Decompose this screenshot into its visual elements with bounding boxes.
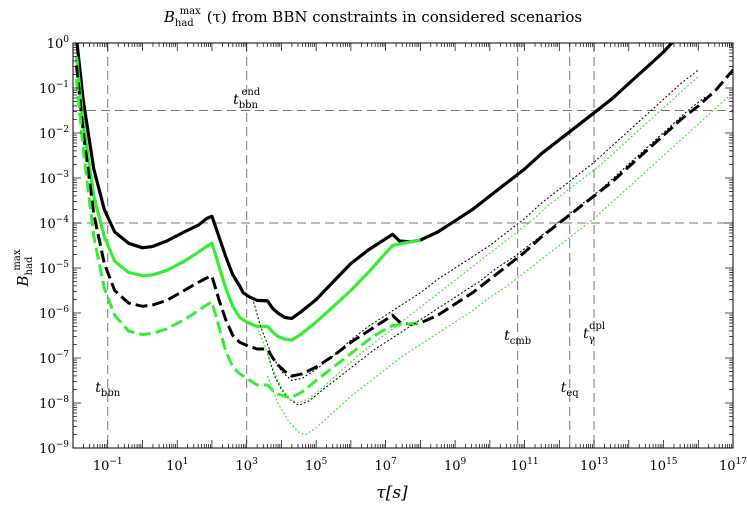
y-tick-label: 10−8 [39,395,69,412]
chart-title: Bhadmax (τ) from BBN constraints in consi… [163,6,582,29]
svg-text:Bhadmax(τ) from BBN constraint: Bhadmax (τ) from BBN constraints in consi… [163,6,582,29]
series-green-dashed-3 [75,78,421,400]
y-tick-label: 10−3 [39,170,69,187]
ylabel-sub: had [24,256,35,275]
time-label-3: teq [561,380,580,399]
axes: 10−1 101 103 105 107 109 1011 1013 1015 1017 100 10… [39,35,747,474]
x-tick-label: 1013 [580,457,608,474]
x-tick-label: 109 [444,457,467,474]
y-tick-label: 100 [47,35,70,52]
y-tick-label: 10−4 [39,215,69,232]
time-label-0: tbbn [95,380,120,399]
time-label-2: tcmb [504,328,531,347]
title-main: B [163,8,175,26]
plot-frame [72,42,734,449]
x-tick-label: 107 [374,457,397,474]
y-tick-label: 10−1 [39,80,69,97]
series-green-dotted-7 [266,92,733,436]
y-tick-label: 10−2 [39,125,69,142]
title-sup: max [180,6,201,17]
x-tick-label: 1011 [511,457,539,474]
reference-lines [73,43,733,448]
time-label-1: tbbnend [233,87,261,111]
y-tick-label: 10−9 [39,440,69,457]
y-tick-label: 10−7 [39,350,69,367]
ylabel-main: B [14,275,32,287]
series-black-solid-0 [75,43,675,320]
x-tick-label: 1015 [650,457,678,474]
series-green-solid-1 [74,56,421,342]
x-tick-label: 101 [166,457,188,474]
series-black-dotted-5 [267,96,706,406]
series-black-dotted-4 [253,69,699,381]
y-tick-label: 10−6 [39,305,69,322]
x-tick-label: 10−1 [93,457,123,474]
svg-text:Bhadmax: Bhadmax [12,249,35,287]
series-layer [74,43,733,436]
series-green-dotted-6 [256,76,699,404]
ylabel-sup: max [12,249,23,270]
y-axis-label: Bhadmax [12,249,35,287]
x-tick-label: 1017 [719,457,747,474]
x-tick-label: 105 [305,457,328,474]
y-tick-label: 10−5 [39,260,69,277]
time-label-4: tγdpl [583,321,605,345]
x-axis-label: τ[s] [376,483,408,503]
x-tick-label: 103 [236,457,259,474]
title-rest: (τ) from BBN constraints in considered s… [207,8,582,26]
time-annotations: tbbn tbbnend tcmb teq tγdpl [95,87,605,399]
title-sub: had [175,18,194,29]
series-black-dashed-2 [75,65,733,378]
